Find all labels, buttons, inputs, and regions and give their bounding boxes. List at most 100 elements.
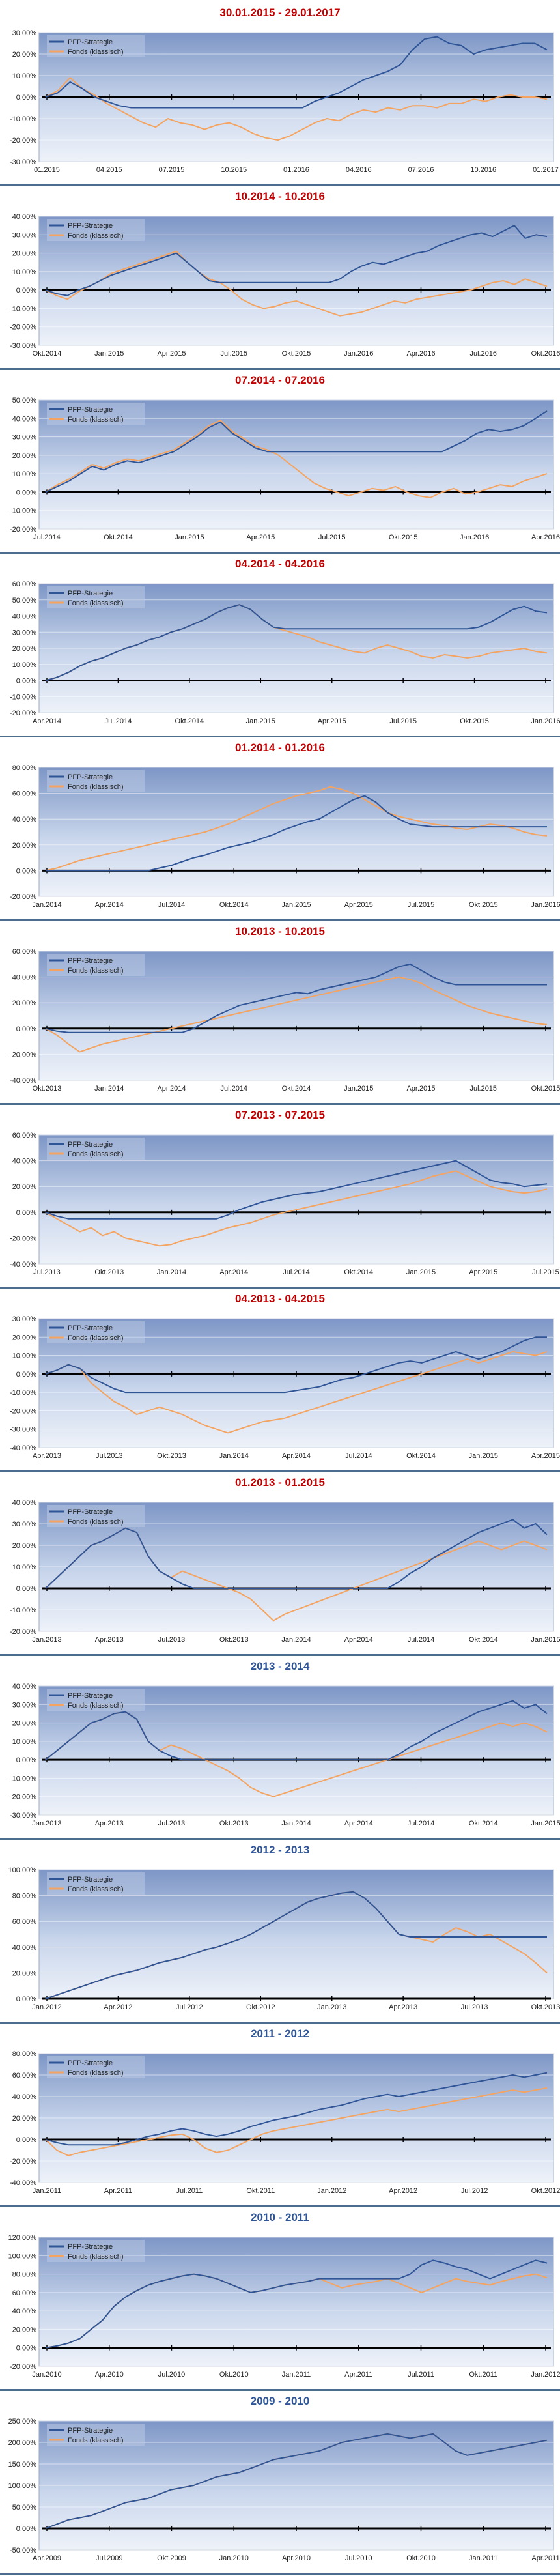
series-line-pfp-strategie — [45, 1336, 547, 1394]
x-tick-label: 07.2015 — [159, 166, 185, 174]
x-tick-label: Jul.2015 — [220, 350, 247, 358]
legend-label: Fonds (klassisch) — [68, 967, 124, 975]
chart-title: 10.2013 - 10.2015 — [234, 925, 325, 937]
chart-title: 2010 - 2011 — [251, 2211, 309, 2224]
y-tick-label: 40,00% — [12, 1158, 37, 1166]
x-tick-label: Apr.2015 — [406, 1085, 435, 1093]
legend-box — [47, 1321, 145, 1343]
legend-label: Fonds (klassisch) — [68, 1885, 124, 1893]
x-tick-label: Apr.2014 — [95, 901, 124, 909]
y-tick-label: 20,00% — [12, 645, 37, 653]
y-tick-label: 120,00% — [8, 2234, 37, 2242]
y-tick-label: 100,00% — [8, 2482, 37, 2490]
y-tick-label: -30,00% — [10, 158, 36, 166]
x-tick-label: Jan.2015 — [469, 1452, 498, 1460]
legend-label: PFP-Strategie — [68, 222, 113, 230]
line-chart: 120,00% 100,00% 80,00% 60,00% 40,00% 20,00% 0,… — [8, 2234, 560, 2379]
legend-box — [47, 1505, 145, 1527]
y-tick-label: 80,00% — [12, 2271, 37, 2279]
y-tick-label: -10,00% — [10, 693, 36, 701]
legend-label: Fonds (klassisch) — [68, 416, 124, 423]
chart-panel: 07.2014 - 07.2016 50,00% 40,00% 30,00% 20,00… — [0, 371, 560, 555]
y-tick-label: 40,00% — [12, 1683, 37, 1691]
line-chart: 40,00% 30,00% 20,00% 10,00% 0,00% -10,00% -20,… — [10, 1499, 560, 1644]
x-tick-label: Jan.2011 — [282, 2371, 311, 2379]
y-tick-label: 40,00% — [12, 1499, 37, 1507]
series-line-fonds-klassisch — [45, 976, 548, 1053]
x-tick-label: Apr.2015 — [318, 717, 346, 725]
x-tick-label: Jan.2014 — [157, 1268, 186, 1276]
x-tick-label: Apr.2010 — [282, 2555, 311, 2562]
y-tick-label: 0,00% — [16, 1371, 36, 1379]
legend-label: PFP-Strategie — [68, 1876, 113, 1883]
legend-label: Fonds (klassisch) — [68, 1702, 124, 1710]
series-line-pfp-strategie — [45, 1700, 548, 1761]
legend-label: Fonds (klassisch) — [68, 2069, 124, 2077]
x-tick-label: Apr.2014 — [282, 1452, 311, 1460]
y-tick-label: 10,00% — [12, 1352, 37, 1360]
y-tick-label: -10,00% — [10, 1607, 36, 1614]
line-chart: 60,00%40,00%20,00%0,00%-20,00%-40,00%Jul… — [10, 1132, 559, 1276]
chart-title: 01.2013 - 01.2015 — [234, 1476, 325, 1489]
legend-label: Fonds (klassisch) — [68, 1334, 124, 1342]
chart-panel: 01.2013 - 01.2015 40,00% 30,00% 20,00% 10,00… — [0, 1474, 560, 1657]
x-tick-label: Okt.2014 — [282, 1085, 311, 1093]
y-tick-label: 20,00% — [12, 999, 37, 1007]
y-tick-label: 60,00% — [12, 1918, 37, 1926]
y-tick-label: 30,00% — [12, 1701, 37, 1709]
x-tick-label: Jul.2014 — [33, 534, 61, 541]
chart-title: 2011 - 2012 — [251, 2027, 309, 2040]
y-tick-label: 20,00% — [12, 452, 37, 460]
chart-panel: 2013 - 2014 40,00% 30,00% 20,00% 10,00% 0,00%… — [0, 1657, 560, 1841]
legend-label: Fonds (klassisch) — [68, 1151, 124, 1158]
legend-box — [47, 586, 145, 608]
line-chart: 40,00% 30,00% 20,00% 10,00% 0,00% -10,00% -20,… — [10, 1683, 560, 1827]
y-tick-label: 30,00% — [12, 231, 37, 239]
x-tick-label: Jul.2011 — [408, 2371, 434, 2379]
y-tick-label: -40,00% — [10, 1444, 36, 1452]
chart-title: 2009 - 2010 — [250, 2395, 310, 2407]
y-tick-label: 20,00% — [12, 51, 37, 59]
x-tick-label: Jul.2014 — [408, 1820, 435, 1827]
y-tick-label: 100,00% — [8, 2252, 37, 2260]
chart-title: 07.2013 - 07.2015 — [234, 1109, 325, 1121]
x-tick-label: Jul.2014 — [283, 1268, 310, 1276]
series-line-fonds-klassisch — [45, 1351, 548, 1434]
x-tick-label: Jan.2016 — [531, 717, 560, 725]
legend-label: PFP-Strategie — [68, 590, 113, 597]
y-tick-label: 30,00% — [12, 1521, 37, 1528]
panel-separator — [0, 552, 560, 554]
x-tick-label: Jul.2009 — [96, 2555, 123, 2562]
panel-separator — [0, 736, 560, 737]
x-tick-label: Okt.2015 — [282, 350, 311, 358]
x-tick-label: Okt.2009 — [157, 2555, 186, 2562]
legend-box — [47, 2240, 145, 2262]
x-tick-label: Jan.2015 — [344, 1085, 373, 1093]
x-tick-label: Apr.2015 — [157, 350, 186, 358]
y-tick-label: -50,00% — [10, 2547, 36, 2555]
y-tick-label: -30,00% — [10, 1812, 36, 1820]
chart-title: 01.2014 - 01.2016 — [234, 741, 325, 754]
y-tick-label: 80,00% — [12, 1893, 37, 1900]
y-tick-label: -20,00% — [10, 1628, 36, 1636]
x-tick-label: Apr.2011 — [104, 2187, 132, 2195]
y-tick-label: 10,00% — [12, 661, 37, 669]
x-tick-label: Okt.2013 — [219, 1820, 249, 1827]
panel-separator — [0, 1470, 560, 1472]
x-tick-label: Jan.2015 — [94, 350, 124, 358]
x-tick-label: Jul.2016 — [469, 350, 497, 358]
x-tick-label: Jan.2014 — [281, 1636, 311, 1644]
series-line-pfp-strategie — [45, 225, 548, 296]
legend-label: Fonds (klassisch) — [68, 2253, 124, 2261]
x-tick-label: Jan.2015 — [531, 1636, 560, 1644]
line-chart: 40,00% 30,00% 20,00% 10,00% 0,00% -10,00% -20,… — [10, 213, 560, 358]
x-tick-label: Okt.2015 — [469, 901, 498, 909]
chart-panel: 30.01.2015 - 29.01.2017 30,00% 20,00% 10,00… — [0, 4, 560, 188]
x-tick-label: Okt.2010 — [219, 2371, 249, 2379]
y-tick-label: 40,00% — [12, 816, 37, 823]
x-tick-label: Okt.2014 — [469, 1820, 498, 1827]
chart-panel: 10.2013 - 10.2015 60,00% 40,00% 20,00% 0,00%… — [0, 923, 560, 1106]
x-tick-label: Jan.2015 — [531, 1820, 560, 1827]
x-tick-label: Apr.2009 — [33, 2555, 61, 2562]
y-tick-label: 20,00% — [12, 1969, 37, 1977]
